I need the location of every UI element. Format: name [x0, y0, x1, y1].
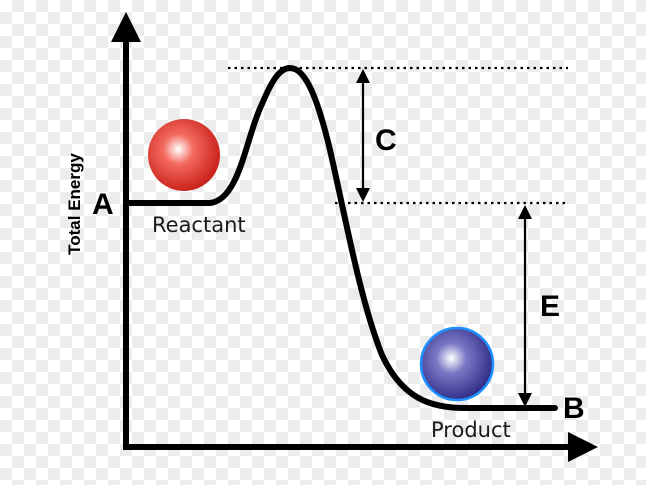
y-axis-arrowhead [111, 12, 141, 42]
y-axis-label: Total Energy [65, 153, 84, 255]
product-ball [419, 326, 495, 402]
reactant-label: Reactant [152, 213, 246, 237]
released-arrow-down-head [518, 393, 532, 407]
reactant-ball [148, 119, 220, 191]
released-arrow-up-head [518, 205, 532, 219]
activation-arrow-up-head [356, 69, 370, 83]
energy-curve [123, 65, 558, 411]
product-label: Product [431, 418, 511, 442]
point-a-label: A [92, 188, 114, 221]
activation-gap-label: C [375, 124, 397, 157]
released-gap-label: E [540, 290, 560, 323]
x-axis-arrowhead [568, 432, 598, 462]
activation-arrow-down-head [356, 188, 370, 202]
point-b-label: B [563, 392, 585, 425]
